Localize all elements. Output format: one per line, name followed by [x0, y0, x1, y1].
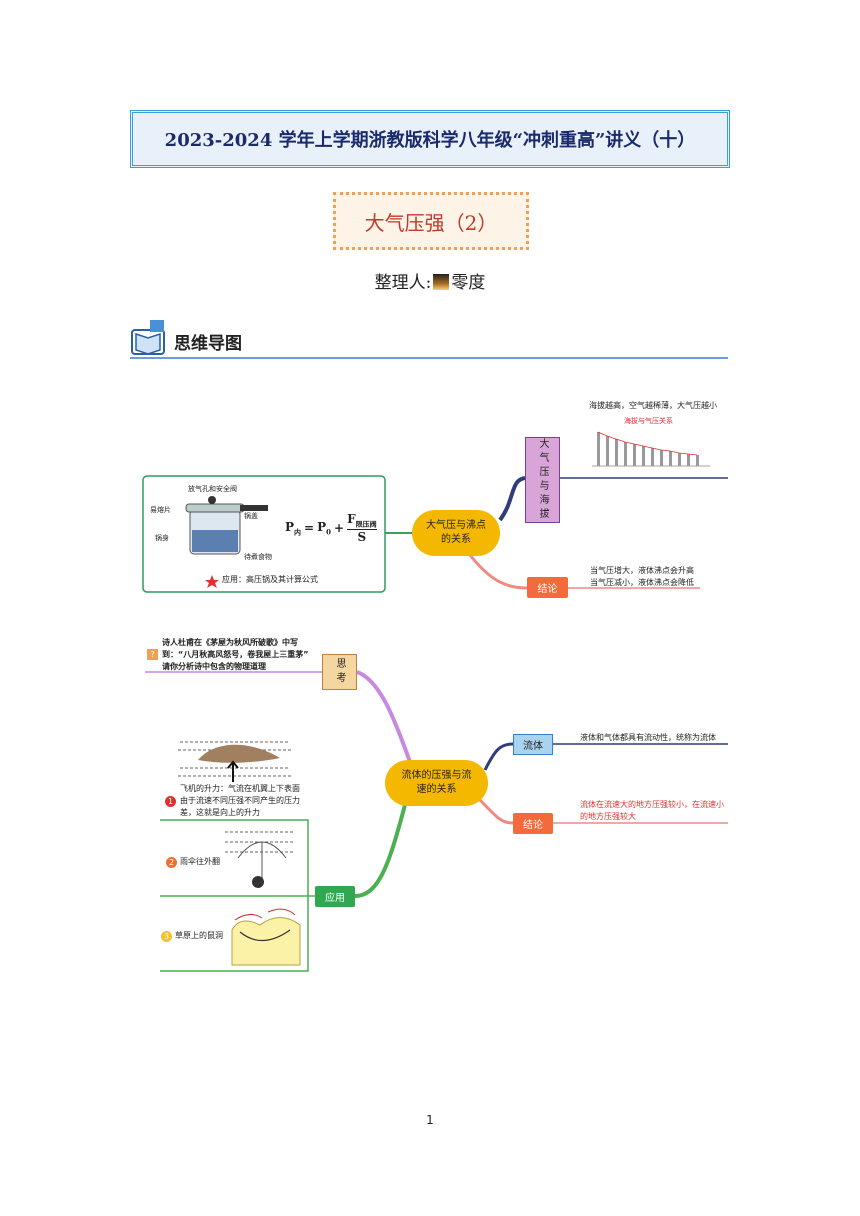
cooker-label: 锅盖 [244, 512, 258, 520]
cooker-label: 放气孔和安全阀 [188, 485, 237, 493]
connector [498, 476, 526, 522]
branch-node: 应用 [315, 886, 355, 907]
note: 差，这就是向上的升力 [180, 808, 260, 817]
wing-illustration [178, 741, 292, 782]
cooker-label: 锅身 [155, 534, 169, 542]
item-marker: 3 [161, 931, 172, 942]
formula-part: P内 [285, 520, 301, 537]
center-node: 大气压与沸点的关系 [412, 510, 500, 556]
operator: + [334, 521, 345, 536]
formula: P内 = P0 + F限压阀 S [285, 512, 377, 544]
cooker-illustration [185, 496, 268, 588]
title: 2023-2024 学年上学期浙教版科学八年级“冲刺重高”讲义（十） [164, 130, 696, 151]
note: 当气压减小，液体沸点会降低 [590, 578, 694, 587]
subscript: 0 [326, 527, 331, 537]
section-title: 思维导图 [174, 334, 242, 354]
note: 请你分析诗中包含的物理道理 [162, 662, 266, 671]
branch-node: 结论 [527, 577, 568, 598]
author-name: 零度 [451, 273, 486, 293]
connector [160, 819, 315, 972]
symbol: P [285, 519, 295, 534]
connector [478, 798, 514, 825]
numerator: F限压阀 [347, 512, 377, 531]
branch-node: 大气压与海拔 [525, 437, 560, 523]
note: 到：“八月秋高风怒号，卷我屋上三重茅” [162, 650, 309, 659]
connector [468, 554, 528, 590]
chart-title: 海拔与气压关系 [624, 417, 673, 425]
page-number: 1 [426, 1113, 434, 1127]
cooker-label: 易熔片 [150, 506, 171, 514]
subscript: 内 [294, 526, 302, 536]
section-icon [131, 320, 165, 355]
connector [356, 670, 412, 763]
symbol: P [317, 520, 327, 534]
subscript: 限压阀 [355, 519, 377, 529]
cooker-label: 待煮食物 [244, 553, 272, 561]
item-marker: 2 [166, 857, 177, 868]
branch-node: 流体 [513, 734, 553, 755]
author-icon [433, 274, 450, 290]
note: 由于流速不同压强不同产生的压力 [180, 796, 300, 805]
note: 草原上的鼠洞 [175, 931, 223, 940]
altitude-chart [592, 431, 710, 467]
caption: 应用：高压锅及其计算公式 [222, 575, 318, 584]
denominator: S [357, 530, 367, 545]
note: 飞机的升力：气流在机翼上下表面 [180, 784, 300, 793]
connector [483, 742, 514, 771]
branch-node: 思考 [322, 654, 357, 690]
title-box: 2023-2024 学年上学期浙教版科学八年级“冲刺重高”讲义（十） [130, 110, 730, 168]
symbol: F [347, 512, 356, 526]
note: 的地方压强较大 [580, 812, 636, 821]
note: 海拔越高，空气越稀薄，大气压越小 [589, 401, 717, 410]
note: 流体在流速大的地方压强较小，在流速小 [580, 800, 724, 809]
note: 液体和气体都具有流动性，统称为流体 [580, 733, 716, 742]
center-node: 流体的压强与流速的关系 [385, 760, 488, 806]
note: 诗人杜甫在《茅屋为秋风所破歌》中写 [162, 638, 298, 647]
note: 雨伞往外翻 [180, 857, 220, 866]
connector [354, 804, 407, 898]
formula-part: P0 [317, 520, 331, 536]
umbrella-illustration [225, 831, 295, 888]
note: 当气压增大，液体沸点会升高 [590, 566, 694, 575]
burrow-illustration [231, 908, 301, 966]
question-icon: ? [147, 649, 158, 660]
author-label: 整理人: [374, 273, 432, 293]
author: 整理人: 零度 [330, 268, 530, 293]
operator: = [304, 521, 315, 536]
subtitle-box: 大气压强（2） [333, 192, 529, 250]
branch-node: 结论 [513, 813, 553, 834]
fraction: F限压阀 S [347, 512, 377, 544]
subtitle: 大气压强（2） [364, 210, 498, 235]
item-marker: 1 [165, 796, 176, 807]
